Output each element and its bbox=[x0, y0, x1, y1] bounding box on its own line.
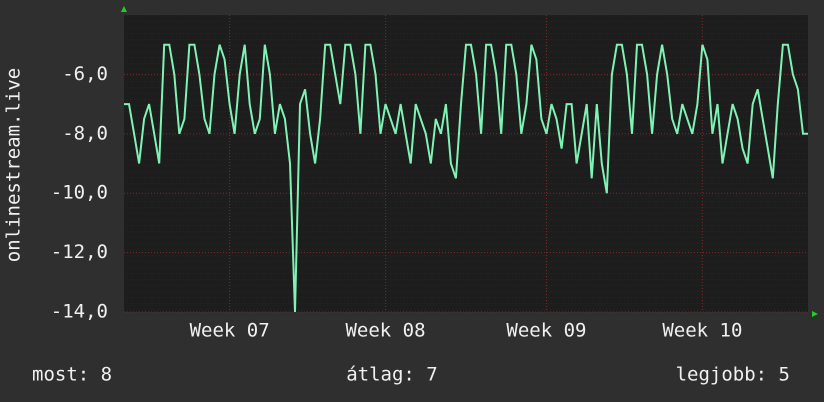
y-tick-label: -8,0 bbox=[62, 122, 108, 144]
footer-stat: legjobb: 5 bbox=[676, 364, 790, 386]
y-axis-label: onlinestream.live bbox=[3, 68, 25, 262]
y-tick-label: -6,0 bbox=[62, 63, 108, 85]
footer-stat: most: 8 bbox=[32, 364, 112, 386]
footer-stat: átlag: 7 bbox=[346, 364, 438, 386]
x-tick-label: Week 07 bbox=[190, 320, 270, 342]
axis-arrow bbox=[812, 311, 818, 317]
x-tick-label: Week 08 bbox=[345, 320, 425, 342]
plot-area bbox=[124, 15, 808, 312]
x-tick-label: Week 09 bbox=[506, 320, 586, 342]
axis-arrow bbox=[121, 6, 127, 12]
x-tick-label: Week 10 bbox=[662, 320, 742, 342]
line bbox=[124, 43, 808, 313]
y-tick-label: -12,0 bbox=[51, 241, 108, 263]
y-tick-label: -14,0 bbox=[51, 301, 108, 323]
y-tick-label: -10,0 bbox=[51, 182, 108, 204]
